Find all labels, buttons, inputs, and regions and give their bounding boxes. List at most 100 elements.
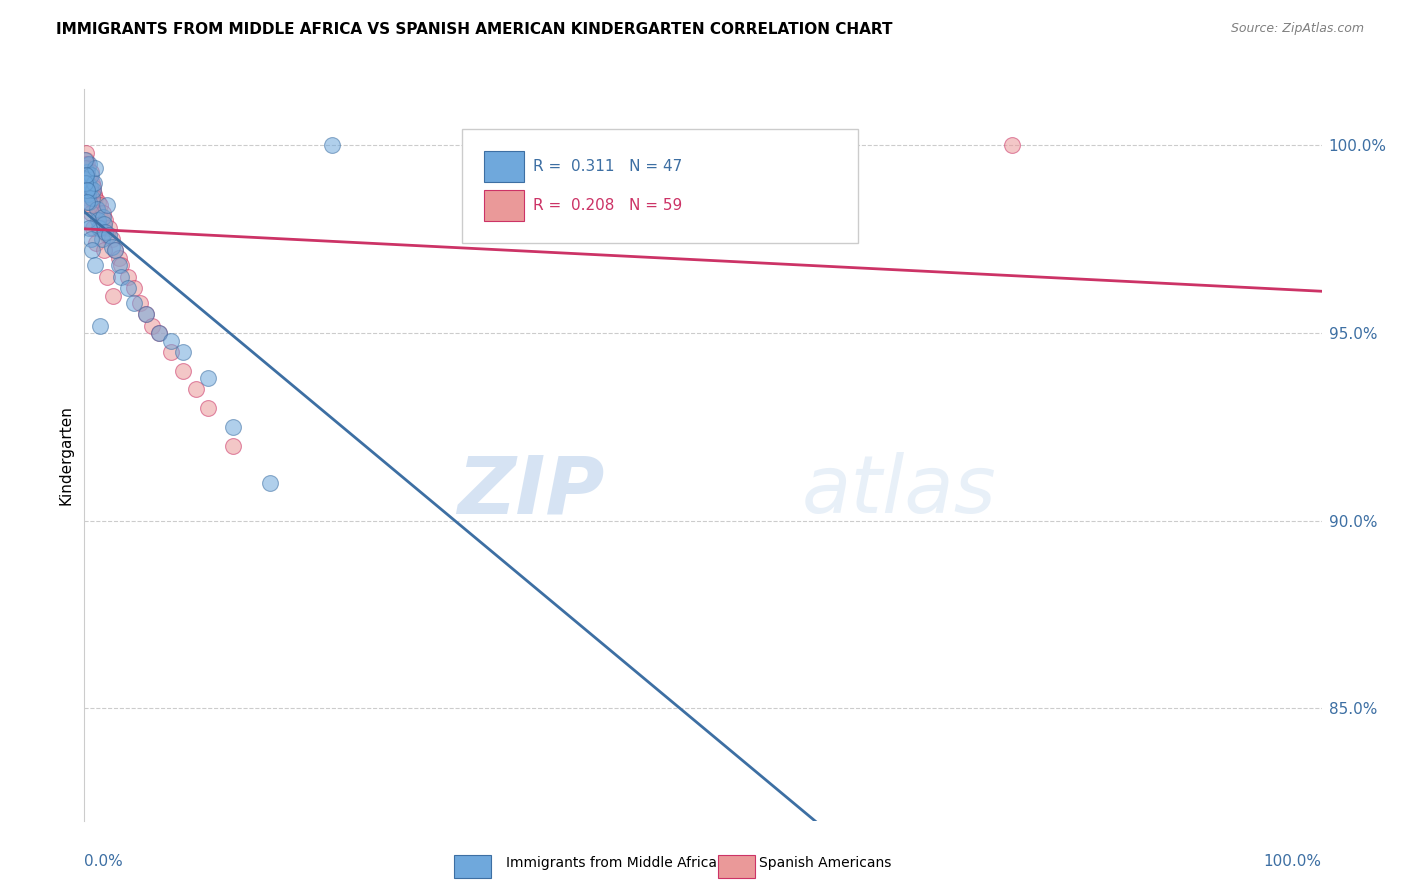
Point	[98, 228, 121, 243]
Point	[222, 419, 245, 434]
Point	[83, 198, 105, 212]
Point	[129, 296, 152, 310]
Point	[75, 145, 97, 160]
Point	[94, 213, 117, 227]
Point	[84, 161, 107, 175]
Point	[84, 191, 107, 205]
Point	[75, 184, 97, 198]
Point	[91, 210, 114, 224]
Point	[117, 281, 139, 295]
Point	[122, 296, 145, 310]
Text: atlas: atlas	[801, 452, 997, 531]
Point	[75, 153, 97, 168]
Point	[135, 307, 157, 321]
Point	[76, 213, 98, 227]
Point	[108, 251, 131, 265]
Point	[79, 198, 101, 212]
Point	[93, 217, 115, 231]
Point	[148, 326, 170, 340]
Point	[79, 172, 101, 186]
FancyBboxPatch shape	[461, 129, 858, 243]
Point	[76, 157, 98, 171]
Text: IMMIGRANTS FROM MIDDLE AFRICA VS SPANISH AMERICAN KINDERGARTEN CORRELATION CHART: IMMIGRANTS FROM MIDDLE AFRICA VS SPANISH…	[56, 22, 893, 37]
Point	[100, 240, 122, 254]
Point	[73, 157, 96, 171]
Point	[82, 221, 104, 235]
Text: Source: ZipAtlas.com: Source: ZipAtlas.com	[1230, 22, 1364, 36]
Point	[77, 191, 100, 205]
Point	[76, 184, 98, 198]
Point	[75, 165, 97, 179]
Point	[110, 269, 132, 284]
Point	[83, 176, 105, 190]
Text: Immigrants from Middle Africa: Immigrants from Middle Africa	[506, 856, 717, 871]
Point	[108, 259, 131, 273]
Point	[96, 269, 118, 284]
Point	[84, 235, 107, 250]
Point	[222, 438, 245, 452]
Point	[79, 157, 101, 171]
Point	[86, 202, 108, 217]
Point	[80, 191, 103, 205]
Point	[82, 244, 104, 258]
Text: ZIP: ZIP	[457, 452, 605, 531]
Point	[73, 161, 96, 175]
Point	[101, 288, 124, 302]
Point	[80, 206, 103, 220]
FancyBboxPatch shape	[484, 190, 523, 221]
Point	[82, 187, 104, 202]
Point	[87, 213, 110, 227]
Point	[104, 244, 127, 258]
Point	[76, 184, 98, 198]
Point	[122, 281, 145, 295]
Point	[96, 198, 118, 212]
Text: R =  0.311   N = 47: R = 0.311 N = 47	[533, 160, 683, 174]
Point	[184, 382, 207, 396]
Point	[148, 326, 170, 340]
Point	[76, 194, 98, 209]
Point	[77, 194, 100, 209]
Y-axis label: Kindergarten: Kindergarten	[58, 405, 73, 505]
Point	[172, 363, 194, 377]
Point	[80, 191, 103, 205]
Point	[93, 221, 115, 235]
Point	[117, 269, 139, 284]
Point	[86, 202, 108, 217]
Text: 100.0%: 100.0%	[1264, 854, 1322, 869]
Point	[77, 179, 100, 194]
Point	[98, 221, 121, 235]
Point	[89, 221, 111, 235]
Point	[89, 221, 111, 235]
Point	[87, 194, 110, 209]
Point	[91, 206, 114, 220]
Point	[76, 165, 98, 179]
Point	[94, 225, 117, 239]
Point	[259, 476, 281, 491]
Point	[321, 138, 343, 153]
Point	[83, 187, 105, 202]
Point	[172, 344, 194, 359]
Point	[75, 169, 97, 183]
Point	[90, 213, 112, 227]
Point	[80, 232, 103, 246]
Point	[83, 259, 105, 273]
Point	[79, 179, 101, 194]
Point	[104, 244, 127, 258]
Point	[1001, 138, 1024, 153]
Point	[89, 198, 111, 212]
Point	[100, 232, 122, 246]
Point	[79, 169, 101, 183]
Point	[89, 206, 111, 220]
Point	[77, 176, 100, 190]
Point	[75, 176, 97, 190]
Point	[141, 318, 163, 333]
Text: 0.0%: 0.0%	[84, 854, 124, 869]
Point	[197, 401, 219, 415]
Text: Spanish Americans: Spanish Americans	[759, 856, 891, 871]
Point	[89, 318, 111, 333]
Point	[197, 371, 219, 385]
Point	[76, 169, 98, 183]
Text: R =  0.208   N = 59: R = 0.208 N = 59	[533, 198, 683, 213]
Point	[160, 334, 183, 348]
Point	[75, 172, 97, 186]
